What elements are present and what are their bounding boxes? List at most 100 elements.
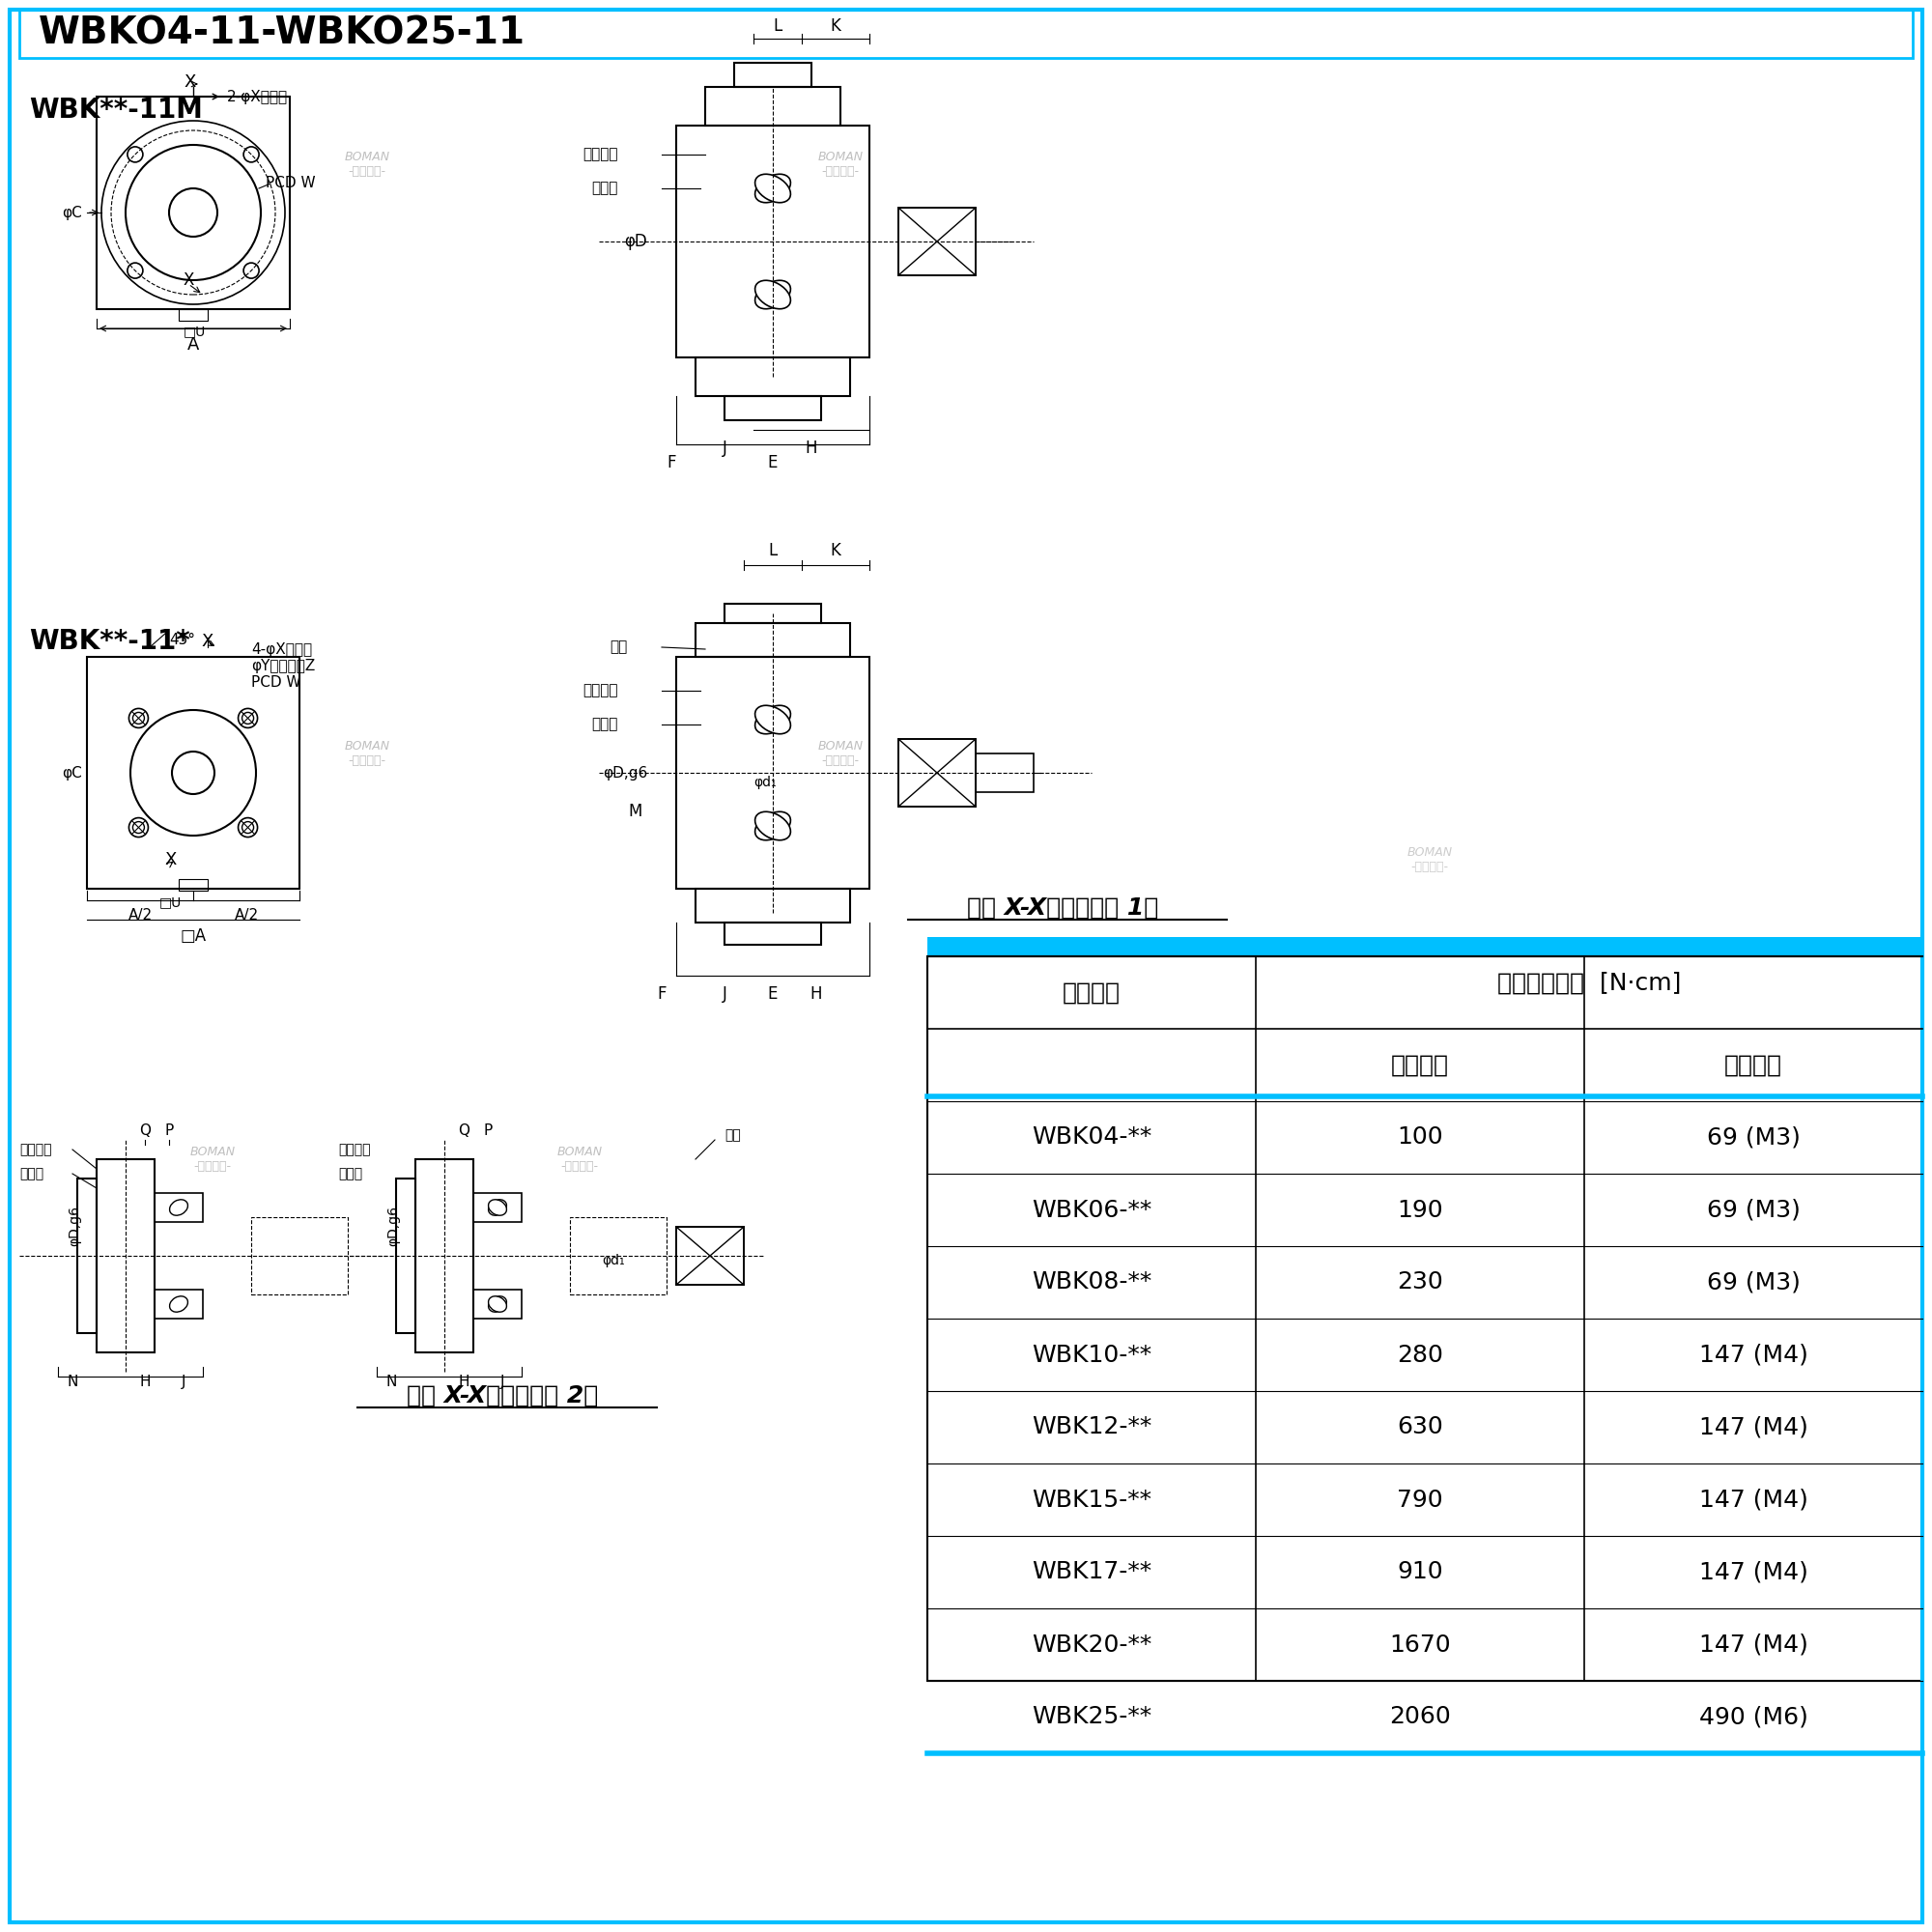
- Bar: [77, 1179, 97, 1333]
- Text: H: H: [139, 1376, 151, 1389]
- Text: 止动螺杆: 止动螺杆: [338, 1142, 371, 1155]
- Text: P: P: [164, 1124, 174, 1138]
- Ellipse shape: [755, 280, 790, 309]
- Text: 147 (M4): 147 (M4): [1698, 1488, 1808, 1511]
- Bar: [19, 10, 1913, 58]
- Text: H: H: [458, 1376, 469, 1389]
- Ellipse shape: [755, 174, 790, 203]
- Bar: [976, 753, 1034, 792]
- Text: K: K: [831, 17, 840, 35]
- Text: 230: 230: [1397, 1271, 1443, 1294]
- Text: φD: φD: [624, 232, 647, 249]
- Text: φD,g6: φD,g6: [603, 765, 647, 781]
- Text: φd₁: φd₁: [603, 1254, 624, 1267]
- Bar: [898, 207, 976, 274]
- Text: 公称型号: 公称型号: [1063, 981, 1121, 1005]
- Bar: [705, 87, 840, 126]
- Text: 锁紧螺母: 锁紧螺母: [1391, 1053, 1449, 1076]
- Text: X: X: [184, 270, 195, 288]
- Text: WBK08-**: WBK08-**: [1032, 1271, 1151, 1294]
- Text: BOMAN
-勃驰工业-: BOMAN -勃驰工业-: [189, 1146, 236, 1173]
- Ellipse shape: [755, 705, 790, 734]
- Text: X: X: [164, 850, 176, 869]
- Text: WBK17-**: WBK17-**: [1032, 1561, 1151, 1584]
- Text: N: N: [68, 1376, 77, 1389]
- Text: 参考扮紧力矩  [N·cm]: 参考扮紧力矩 [N·cm]: [1497, 972, 1681, 995]
- Text: 1670: 1670: [1389, 1633, 1451, 1656]
- Bar: [898, 738, 976, 808]
- Text: WBK**-11M: WBK**-11M: [29, 97, 203, 124]
- Text: 45°: 45°: [170, 634, 195, 647]
- Text: 69 (M3): 69 (M3): [1706, 1198, 1801, 1221]
- Bar: [676, 1227, 744, 1285]
- Text: WBK20-**: WBK20-**: [1032, 1633, 1151, 1656]
- Text: X: X: [184, 73, 195, 91]
- Text: 147 (M4): 147 (M4): [1698, 1343, 1808, 1366]
- Text: E: E: [767, 454, 779, 471]
- Text: 压盖: 压盖: [611, 639, 628, 655]
- Bar: [724, 603, 821, 622]
- Text: BOMAN
-勃驰工业-: BOMAN -勃驰工业-: [344, 740, 390, 767]
- Bar: [696, 622, 850, 657]
- Bar: [927, 937, 1922, 956]
- Text: BOMAN
-勃驰工业-: BOMAN -勃驰工业-: [817, 151, 864, 178]
- Text: 2-φX通孔后: 2-φX通孔后: [228, 89, 288, 104]
- Text: 定位块: 定位块: [591, 182, 618, 195]
- Text: P: P: [483, 1124, 493, 1138]
- Bar: [178, 309, 209, 321]
- Text: 69 (M3): 69 (M3): [1706, 1126, 1801, 1150]
- Text: 190: 190: [1397, 1198, 1443, 1221]
- Text: 压盖: 压盖: [724, 1128, 740, 1142]
- Text: F: F: [667, 454, 676, 471]
- Ellipse shape: [489, 1200, 506, 1215]
- Text: J: J: [182, 1376, 185, 1389]
- Text: A: A: [187, 336, 199, 354]
- Text: PCD W: PCD W: [267, 176, 315, 191]
- Bar: [696, 357, 850, 396]
- Text: BOMAN
-勃驰工业-: BOMAN -勃驰工业-: [817, 740, 864, 767]
- Text: WBK10-**: WBK10-**: [1032, 1343, 1151, 1366]
- Bar: [724, 923, 821, 945]
- Text: 630: 630: [1397, 1416, 1443, 1439]
- Ellipse shape: [489, 1296, 506, 1312]
- Text: BOMAN
-勃驰工业-: BOMAN -勃驰工业-: [556, 1146, 603, 1173]
- Text: H: H: [810, 985, 823, 1003]
- Text: A/2: A/2: [128, 908, 153, 923]
- Ellipse shape: [489, 1296, 506, 1312]
- Text: WBK15-**: WBK15-**: [1032, 1488, 1151, 1511]
- Ellipse shape: [755, 705, 790, 734]
- Bar: [251, 1217, 348, 1294]
- Text: 定位块: 定位块: [591, 717, 618, 732]
- Ellipse shape: [755, 174, 790, 203]
- Text: 490 (M6): 490 (M6): [1698, 1706, 1808, 1729]
- Text: 定位块: 定位块: [338, 1167, 363, 1180]
- Text: J: J: [723, 440, 726, 456]
- Ellipse shape: [489, 1200, 506, 1215]
- Text: X: X: [201, 634, 214, 649]
- Text: φC: φC: [62, 205, 81, 220]
- Text: 69 (M3): 69 (M3): [1706, 1271, 1801, 1294]
- Text: 147 (M4): 147 (M4): [1698, 1416, 1808, 1439]
- Ellipse shape: [170, 1296, 187, 1312]
- Text: N: N: [386, 1376, 396, 1389]
- Text: 2060: 2060: [1389, 1706, 1451, 1729]
- Text: 4-φX通孔后: 4-φX通孔后: [251, 641, 313, 657]
- Bar: [155, 1291, 203, 1318]
- Ellipse shape: [755, 811, 790, 840]
- Text: M: M: [628, 804, 641, 819]
- Bar: [676, 126, 869, 357]
- Bar: [898, 738, 976, 808]
- Text: WBK**-11*: WBK**-11*: [29, 628, 189, 655]
- Text: □U: □U: [158, 896, 182, 910]
- Text: BOMAN
-勃驰工业-: BOMAN -勃驰工业-: [344, 151, 390, 178]
- Bar: [676, 657, 869, 889]
- Text: J: J: [500, 1376, 504, 1389]
- Bar: [97, 97, 290, 309]
- Bar: [155, 1192, 203, 1223]
- Bar: [696, 889, 850, 923]
- Text: WBK06-**: WBK06-**: [1032, 1198, 1151, 1221]
- Text: φD,g6: φD,g6: [386, 1206, 400, 1246]
- Text: 俧视 X-X〈安装示例 1〉: 俧视 X-X〈安装示例 1〉: [966, 896, 1159, 920]
- Text: □A: □A: [180, 927, 207, 945]
- Text: H: H: [806, 440, 817, 456]
